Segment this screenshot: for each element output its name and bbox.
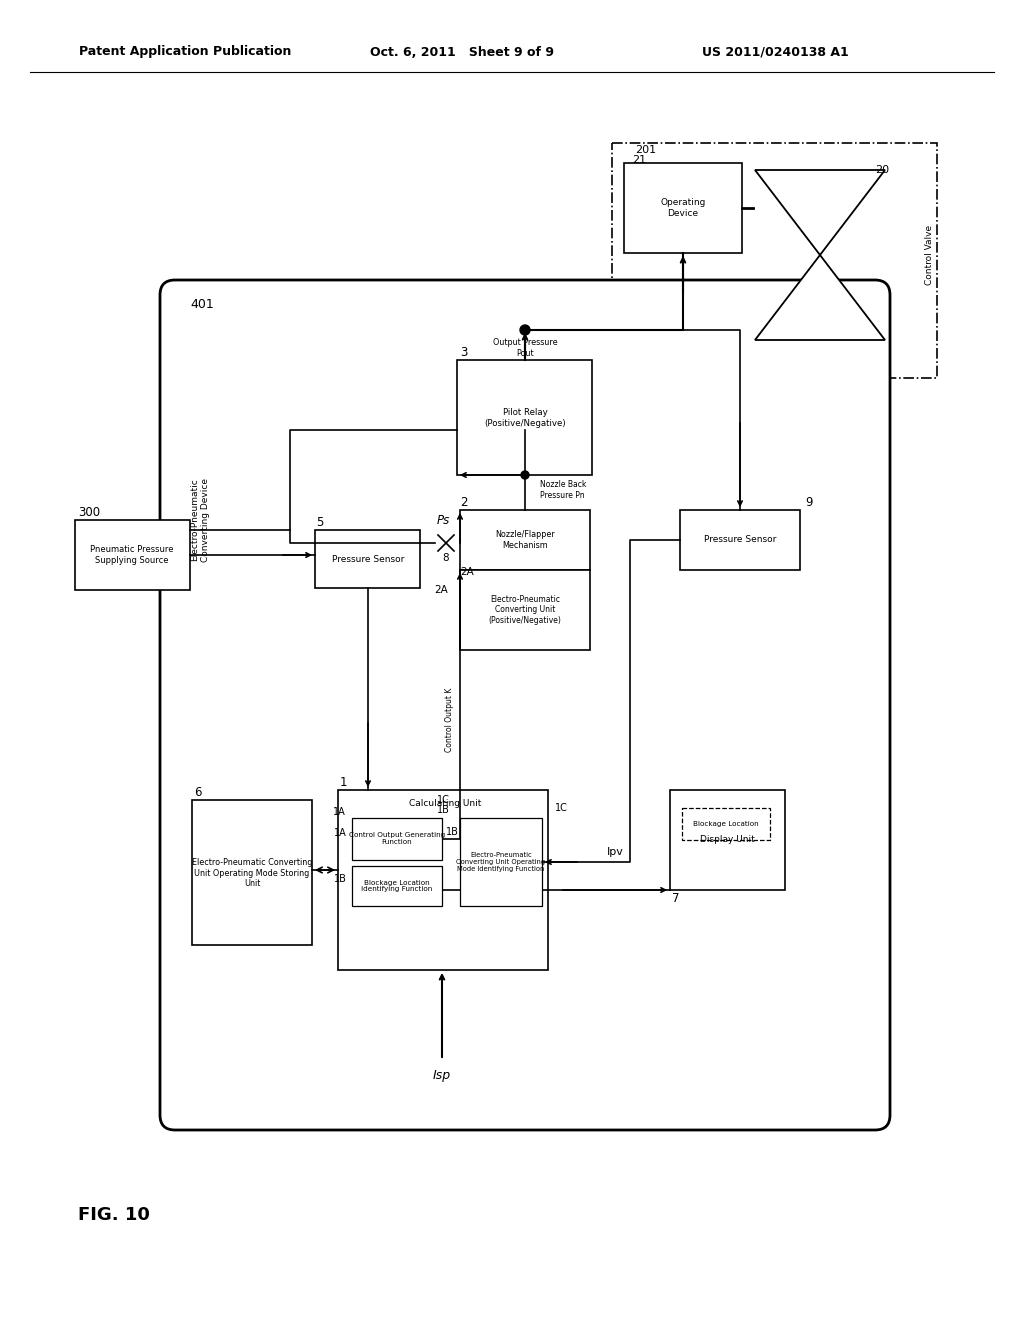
Bar [670, 789, 785, 890]
Text: Pressure Sensor: Pressure Sensor [332, 554, 404, 564]
Text: 20: 20 [874, 165, 889, 176]
Circle shape [521, 471, 529, 479]
Bar [680, 510, 800, 570]
Text: Electro-Pneumatic
Converting Unit
(Positive/Negative): Electro-Pneumatic Converting Unit (Posit… [488, 595, 561, 624]
Text: Pilot Relay
(Positive/Negative): Pilot Relay (Positive/Negative) [484, 408, 566, 428]
Text: Control Valve: Control Valve [926, 224, 935, 285]
Text: 3: 3 [460, 346, 467, 359]
Text: Blockage Location
Identifying Function: Blockage Location Identifying Function [361, 879, 432, 892]
Text: 2: 2 [460, 496, 468, 510]
Text: Blockage Location: Blockage Location [693, 821, 759, 828]
Bar [352, 866, 442, 906]
Bar [457, 360, 592, 475]
Text: Output Pressure
Pout: Output Pressure Pout [493, 338, 557, 358]
Text: 1C: 1C [437, 795, 450, 805]
Text: Nozzle/Flapper
Mechanism: Nozzle/Flapper Mechanism [496, 531, 555, 549]
Text: 1B: 1B [446, 828, 459, 837]
Text: Ipv: Ipv [606, 847, 624, 857]
Bar [75, 520, 190, 590]
Text: Ps: Ps [437, 513, 451, 527]
FancyBboxPatch shape [160, 280, 890, 1130]
Polygon shape [755, 255, 885, 341]
Text: Operating
Device: Operating Device [660, 198, 706, 218]
Text: FIG. 10: FIG. 10 [78, 1206, 150, 1224]
Bar [315, 531, 420, 587]
Text: 1: 1 [340, 776, 347, 789]
Text: 8: 8 [442, 553, 450, 564]
Bar [682, 808, 770, 840]
Bar [352, 818, 442, 861]
Text: Display Unit: Display Unit [699, 836, 755, 845]
Text: Control Output K: Control Output K [445, 688, 455, 752]
Bar [624, 162, 742, 253]
Text: 401: 401 [190, 298, 214, 312]
Bar [460, 510, 590, 570]
Circle shape [520, 325, 530, 335]
Text: 5: 5 [316, 516, 324, 529]
Text: Control Output Generating
Function: Control Output Generating Function [349, 833, 445, 846]
Text: 2A: 2A [434, 585, 449, 595]
Text: 201: 201 [635, 145, 656, 154]
Text: 1B: 1B [334, 874, 347, 884]
Text: Pressure Sensor: Pressure Sensor [703, 536, 776, 544]
Text: Isp: Isp [433, 1068, 451, 1081]
Text: 300: 300 [78, 506, 100, 519]
Text: 1A: 1A [333, 807, 346, 817]
Text: Electro-Pneumatic Converting
Unit Operating Mode Storing
Unit: Electro-Pneumatic Converting Unit Operat… [191, 858, 312, 888]
Text: 1B: 1B [437, 805, 450, 814]
Text: Patent Application Publication: Patent Application Publication [79, 45, 291, 58]
Polygon shape [755, 170, 885, 255]
Text: 1C: 1C [555, 803, 568, 813]
Text: Calculating Unit: Calculating Unit [409, 799, 481, 808]
Text: US 2011/0240138 A1: US 2011/0240138 A1 [701, 45, 848, 58]
Text: 6: 6 [194, 787, 202, 800]
Bar [460, 818, 542, 906]
Text: 7: 7 [672, 891, 680, 904]
Text: 2A: 2A [460, 568, 474, 577]
Text: Pneumatic Pressure
Supplying Source: Pneumatic Pressure Supplying Source [90, 545, 174, 565]
Text: Nozzle Back
Pressure Pn: Nozzle Back Pressure Pn [540, 480, 587, 500]
Bar [460, 570, 590, 649]
FancyBboxPatch shape [612, 143, 937, 378]
Bar [193, 800, 312, 945]
Text: Electro-Pneumatic
Converting Device: Electro-Pneumatic Converting Device [190, 478, 210, 562]
Text: 9: 9 [805, 496, 812, 510]
Bar [338, 789, 548, 970]
Text: Oct. 6, 2011   Sheet 9 of 9: Oct. 6, 2011 Sheet 9 of 9 [370, 45, 554, 58]
Text: 1A: 1A [334, 828, 347, 838]
Text: 21: 21 [632, 154, 646, 165]
Text: Electro-Pneumatic
Converting Unit Operating
Mode Identifying Function: Electro-Pneumatic Converting Unit Operat… [457, 851, 546, 873]
